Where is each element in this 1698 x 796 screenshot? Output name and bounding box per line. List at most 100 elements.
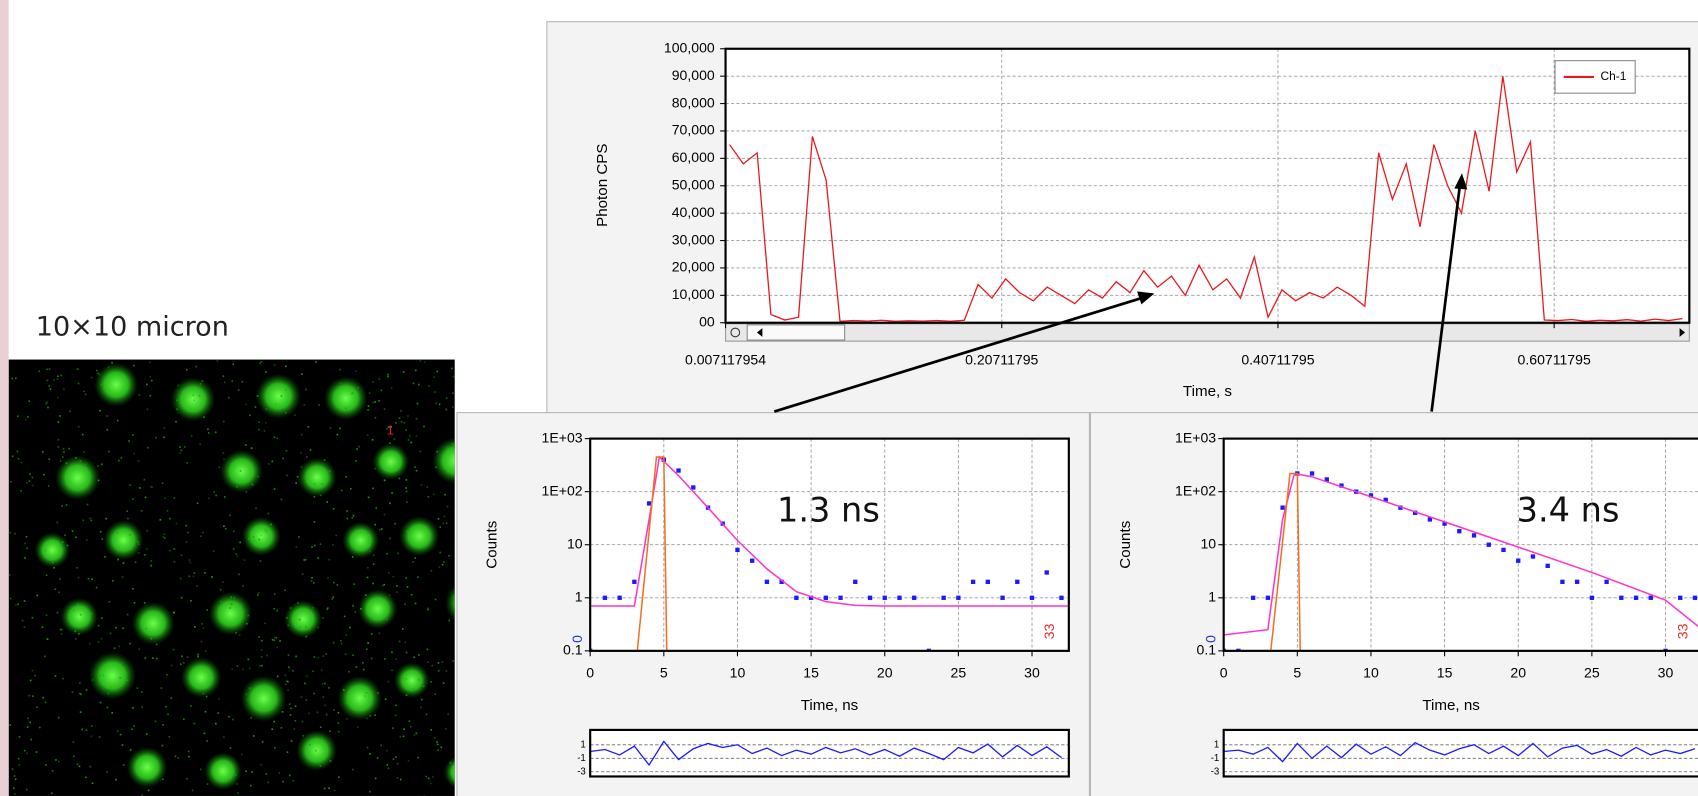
speck [396,777,399,779]
speck [255,507,257,510]
speck [317,626,319,629]
speck [311,607,314,609]
speck [389,611,391,613]
speck [81,728,83,731]
speck [111,712,113,714]
speck [352,654,354,657]
speck [28,400,31,402]
speck [432,493,435,496]
speck [8,574,11,576]
speck [144,657,147,660]
speck [190,705,192,707]
speck [29,679,32,682]
x-tick-label: 25 [1584,664,1600,680]
speck [54,675,57,677]
data-point [912,595,917,600]
speck [447,713,450,715]
speck [20,489,22,492]
speck [238,634,241,636]
x-axis-title: Time, ns [1422,697,1480,714]
speck [355,666,358,668]
zoom-reset[interactable] [730,327,741,338]
speck [433,376,435,379]
speck [399,735,402,738]
speck [410,593,413,596]
speck [141,691,143,693]
speck [44,655,46,658]
scroll-right[interactable] [1679,328,1686,337]
speck [119,677,122,679]
speck [324,682,326,685]
speck [227,779,230,781]
speck [256,395,259,397]
speck [9,597,12,600]
speck [138,648,141,651]
speck [109,632,112,635]
speck [415,435,418,437]
speck [392,575,395,578]
speck [111,580,114,582]
fluorescence-spot [296,729,338,771]
speck [273,488,276,490]
speck [84,776,87,779]
speck [201,380,204,382]
speck [398,477,401,480]
speck [303,404,306,406]
fluorescence-spot [126,746,168,788]
speck [179,446,181,448]
scroll-thumb[interactable] [746,324,846,341]
speck [275,636,278,639]
speck [232,548,235,550]
speck [311,577,313,579]
speck [284,674,287,677]
speck [73,609,75,611]
speck [265,371,267,373]
speck [76,567,78,569]
speck [21,619,24,622]
speck [118,459,120,462]
speck [27,717,29,720]
speck [351,768,354,771]
speck [375,507,378,509]
speck [414,466,416,468]
scroll-track[interactable] [725,323,1690,342]
speck [383,479,386,482]
residual-line [590,740,1062,767]
residual-line [1223,741,1696,763]
x-tick-label: 20 [877,664,893,680]
speck [91,578,93,581]
speck [351,517,354,519]
fluorescence-spot [372,443,410,480]
y-tick-label: 0.1 [563,642,583,658]
speck [116,531,118,534]
scrollbar[interactable] [725,323,1690,342]
speck [149,394,152,397]
speck [285,449,288,452]
speck [145,548,148,550]
fluorescence-spot [180,657,222,698]
speck [32,484,34,487]
fluorescence-spot [55,455,101,501]
speck [337,776,340,779]
speck [26,547,28,550]
speck [367,642,369,644]
y-tick-label: 50,000 [672,176,715,192]
speck [146,408,149,411]
speck [144,496,147,499]
scroll-left[interactable] [756,328,763,337]
speck [177,384,180,387]
speck [25,535,28,538]
speck [119,733,122,736]
start-marker-label: 0 [1202,635,1218,643]
speck [76,763,79,766]
speck [111,361,113,364]
speck [116,419,119,422]
data-point [1471,533,1477,538]
speck [42,696,44,699]
speck [307,426,310,428]
speck [336,584,339,586]
series-group: Ch-1 [729,60,1683,323]
speck [286,384,288,387]
speck [410,441,412,444]
speck [412,560,415,563]
